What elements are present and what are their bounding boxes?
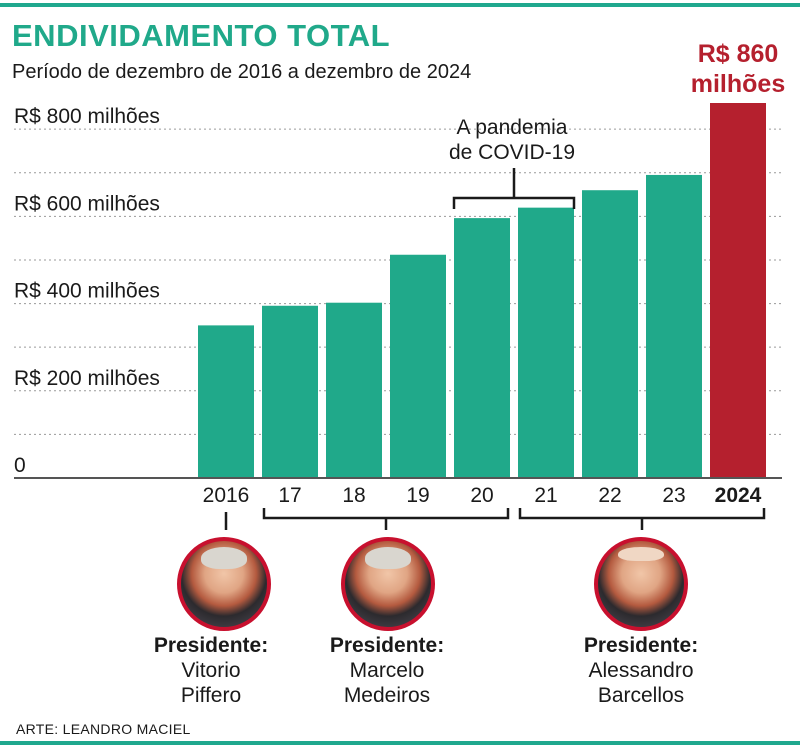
- bar-23: [646, 174, 702, 478]
- x-tick-label: 2016: [203, 484, 250, 507]
- bar-2024: [710, 103, 766, 478]
- president-label-barcellos: Presidente: Alessandro Barcellos: [541, 633, 741, 708]
- top-rule: [0, 3, 800, 7]
- x-tick-label: 20: [470, 484, 493, 507]
- y-tick-label: R$ 200 milhões: [14, 367, 160, 390]
- bar-2016: [198, 325, 254, 478]
- president-title: Presidente:: [583, 634, 699, 657]
- president-photo-medeiros: [341, 537, 435, 631]
- president-first-name: Vitorio: [181, 659, 241, 682]
- annotation-line: de COVID-19: [449, 141, 575, 164]
- annotation-bracket: [452, 168, 576, 209]
- president-last-name: Barcellos: [597, 684, 685, 707]
- x-tick-label: 22: [598, 484, 621, 507]
- x-tick-label: 23: [662, 484, 685, 507]
- highlight-value-unit: milhões: [691, 70, 785, 98]
- y-tick-label: R$ 800 milhões: [14, 105, 160, 128]
- y-tick-label: 0: [14, 454, 26, 477]
- x-tick-label: 18: [342, 484, 365, 507]
- president-period-bracket: [518, 508, 766, 530]
- president-period-bracket: [262, 508, 510, 530]
- bar-19: [390, 254, 446, 478]
- y-tick-label: R$ 400 milhões: [14, 280, 160, 303]
- y-tick-label: R$ 600 milhões: [14, 192, 160, 215]
- x-tick-label: 19: [406, 484, 429, 507]
- bar-20: [454, 218, 510, 478]
- bar-22: [582, 190, 638, 479]
- chart-title: ENDIVIDAMENTO TOTAL: [12, 18, 391, 53]
- annotation-line: A pandemia: [457, 116, 568, 139]
- x-tick-label: 2024: [715, 484, 762, 507]
- bar-18: [326, 302, 382, 478]
- president-last-name: Piffero: [180, 684, 242, 707]
- president-label-piffero: Presidente: Vitorio Piffero: [111, 633, 311, 708]
- president-first-name: Marcelo: [349, 659, 425, 682]
- x-tick-label: 17: [278, 484, 301, 507]
- president-title: Presidente:: [329, 634, 445, 657]
- president-last-name: Medeiros: [343, 684, 431, 707]
- president-photo-piffero: [177, 537, 271, 631]
- x-tick-label: 21: [534, 484, 557, 507]
- bottom-rule: [0, 741, 800, 745]
- chart-subtitle: Período de dezembro de 2016 a dezembro d…: [12, 61, 472, 83]
- president-title: Presidente:: [153, 634, 269, 657]
- bar-21: [518, 207, 574, 478]
- president-first-name: Alessandro: [588, 659, 694, 682]
- bar-17: [262, 305, 318, 478]
- credit: ARTE: LEANDRO MACIEL: [16, 721, 191, 737]
- highlight-value-label: R$ 860: [698, 40, 779, 68]
- president-label-medeiros: Presidente: Marcelo Medeiros: [287, 633, 487, 708]
- bar-chart: 0 R$ 200 milhões R$ 400 milhões R$ 600 milh…: [14, 40, 785, 530]
- president-photo-barcellos: [594, 537, 688, 631]
